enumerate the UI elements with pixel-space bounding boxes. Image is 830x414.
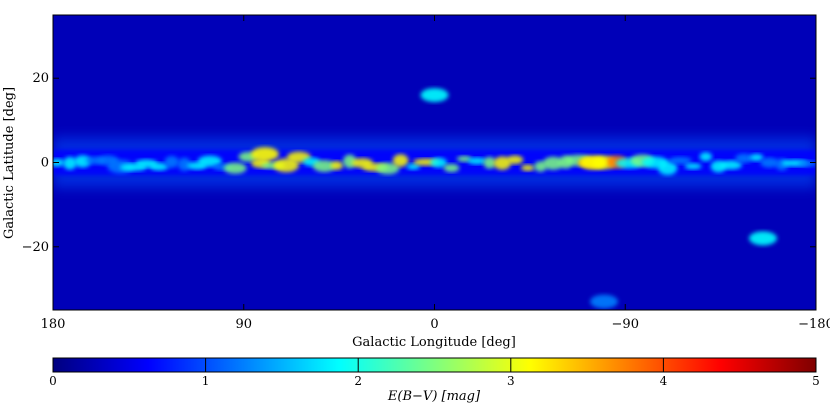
x-axis-label: Galactic Longitude [deg]: [352, 335, 516, 350]
plane-clump: [668, 156, 692, 165]
plane-clump: [223, 162, 247, 174]
y-axis-label: Galactic Latitude [deg]: [2, 87, 17, 239]
x-tick-label: −90: [612, 317, 639, 332]
plane-clump: [392, 154, 409, 167]
lmc-cloud: [590, 294, 619, 309]
plane-clump: [63, 156, 77, 170]
x-tick-label: 180: [41, 317, 66, 332]
colorbar: 0 1 2 3 4 5 E(B−V) [mag]: [49, 357, 820, 404]
plane-clump: [430, 157, 447, 168]
plane-clump: [720, 160, 743, 170]
carina-region: [579, 155, 608, 170]
plane-clump: [74, 155, 91, 168]
colorbar-tick-label: 3: [507, 374, 515, 388]
colorbar-gradient: [52, 357, 817, 373]
plane-clump: [493, 156, 512, 170]
plane-clump: [177, 157, 192, 172]
x-tick-label: 0: [430, 317, 438, 332]
colorbar-tick-label: 0: [49, 374, 57, 388]
colorbar-tick-label: 1: [202, 374, 210, 388]
colorbar-tick-label: 2: [354, 374, 362, 388]
plane-clump: [760, 157, 779, 168]
plane-clump: [657, 161, 678, 176]
plane-clump: [521, 164, 535, 172]
plane-clump: [749, 153, 764, 162]
plane-clump: [312, 160, 336, 173]
plane-clump: [149, 162, 169, 171]
colorbar-ticks: 0 1 2 3 4 5: [49, 358, 820, 388]
plane-clump: [273, 158, 300, 173]
plane-clump: [467, 157, 487, 165]
y-tick-label: −20: [22, 240, 49, 255]
plane-clump: [197, 155, 222, 167]
plane-clump: [164, 155, 179, 168]
colorbar-tick-label: 4: [660, 374, 668, 388]
plane-clump: [798, 160, 816, 167]
y-tick-label: 0: [41, 156, 49, 171]
cygnus-region: [250, 147, 279, 162]
plane-clump: [443, 163, 460, 173]
y-axis: 20 0 −20: [22, 71, 816, 255]
plane-clump: [735, 153, 753, 163]
plane-clump: [483, 156, 496, 169]
colorbar-label: E(B−V) [mag]: [387, 389, 481, 404]
orion-taurus: [749, 231, 778, 246]
plane-clump: [542, 156, 564, 170]
x-tick-label: 90: [235, 317, 252, 332]
extinction-heatmap: [53, 88, 816, 309]
plane-clump: [406, 163, 420, 170]
colorbar-tick-label: 5: [812, 374, 820, 388]
ophiuchus-cloud: [420, 88, 449, 103]
plane-clump: [376, 162, 400, 175]
plane-clump: [506, 155, 524, 165]
plot-area: [52, 14, 817, 311]
x-axis: 180 90 0 −90 −180: [41, 15, 830, 332]
plane-clump: [684, 163, 702, 170]
plane-clump: [330, 161, 344, 170]
y-tick-label: 20: [32, 71, 49, 86]
x-tick-label: −180: [798, 317, 830, 332]
plane-clump: [699, 152, 713, 162]
